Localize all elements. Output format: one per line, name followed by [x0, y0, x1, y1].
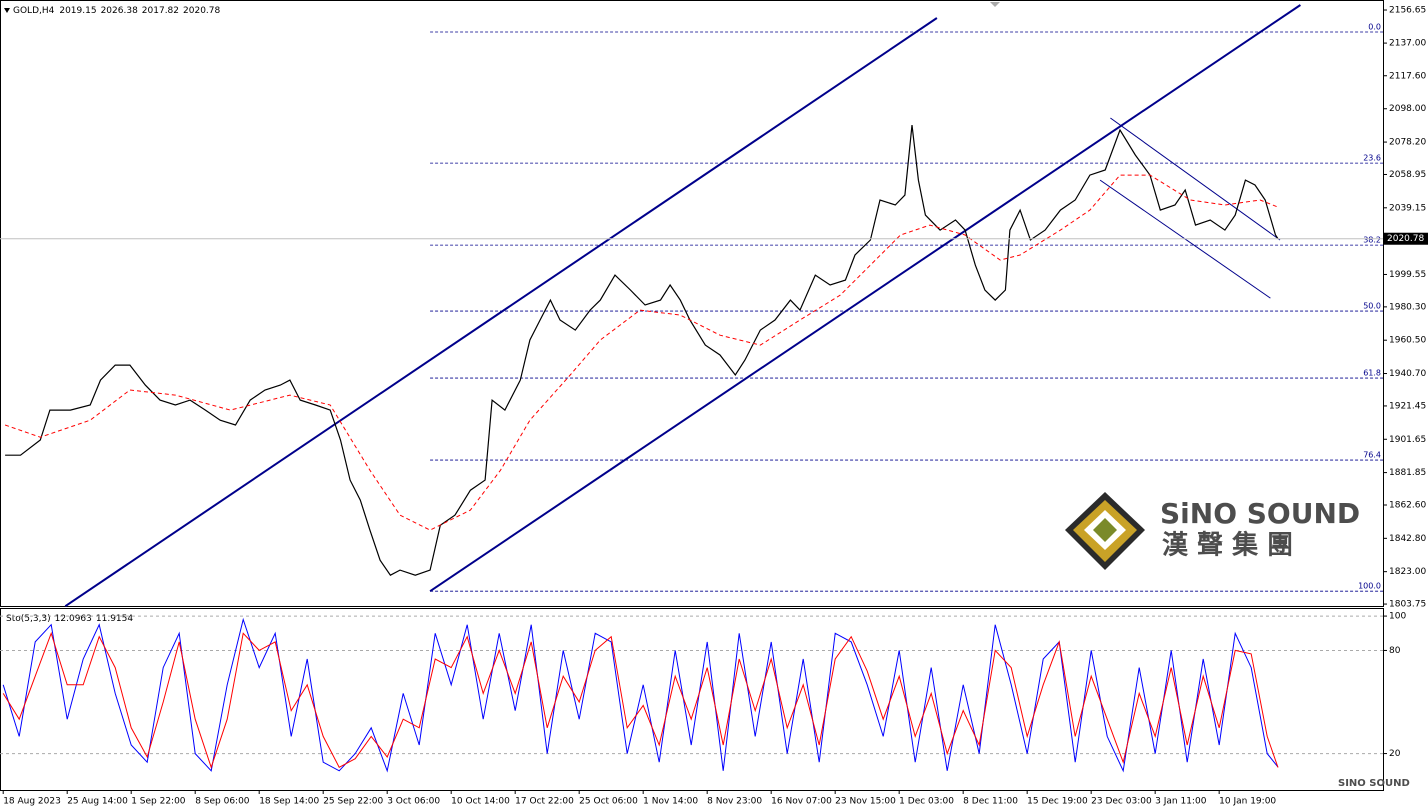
- y-tick-label: 1803.75: [1389, 600, 1426, 610]
- trend-line: [429, 4, 1301, 593]
- y-tick-label: 80: [1389, 646, 1401, 656]
- y-tick-label: 1842.80: [1389, 534, 1426, 544]
- price-panel-frame: [0, 0, 1384, 607]
- x-tick-label: 8 Nov 23:00: [707, 797, 762, 807]
- y-tick-label: 1960.50: [1389, 336, 1426, 346]
- x-tick-label: 25 Aug 14:00: [67, 797, 128, 807]
- x-tick-label: 15 Dec 19:00: [1027, 797, 1088, 807]
- x-tick-label: 16 Nov 07:00: [771, 797, 832, 807]
- oscillator-title: Sto(5,3,3): [6, 614, 51, 624]
- open: 2019.15: [59, 6, 96, 16]
- close: 2020.78: [183, 6, 220, 16]
- x-tick-label: 18 Sep 14:00: [259, 797, 319, 807]
- stochastic-line: [2, 631, 1279, 769]
- y-tick-label: 20: [1389, 749, 1401, 759]
- x-tick-label: 3 Jan 11:00: [1155, 797, 1207, 807]
- x-tick-label: 1 Nov 14:00: [643, 797, 698, 807]
- high: 2026.38: [101, 6, 138, 16]
- moving-average: [4, 174, 1279, 531]
- small-logo: SINO SOUND: [1338, 778, 1410, 789]
- fib-label: 61.8: [1363, 369, 1381, 378]
- y-tick-label: 1940.70: [1389, 369, 1426, 379]
- current-price-box: [1384, 232, 1428, 245]
- x-tick-label: 25 Sep 22:00: [323, 797, 383, 807]
- y-tick-label: 2156.65: [1389, 6, 1426, 16]
- scroll-marker: [990, 2, 1000, 7]
- x-tick-label: 8 Dec 11:00: [963, 797, 1018, 807]
- low: 2017.82: [142, 6, 179, 16]
- x-tick-label: 3 Oct 06:00: [387, 797, 440, 807]
- y-tick-label: 1862.60: [1389, 501, 1426, 511]
- x-tick-label: 10 Jan 19:00: [1219, 797, 1276, 807]
- y-tick-label: 1980.30: [1389, 302, 1426, 312]
- x-tick-label: 8 Sep 06:00: [195, 797, 250, 807]
- y-tick-label: 2058.95: [1389, 170, 1426, 180]
- current-price-label: 2020.78: [1387, 234, 1424, 244]
- oscillator-header: Sto(5,3,3) 12.0963 11.9154: [6, 614, 133, 624]
- x-tick-label: 23 Nov 15:00: [835, 797, 896, 807]
- trend-line: [1110, 117, 1281, 241]
- fib-label: 0.0: [1368, 22, 1381, 31]
- stochastic-line: [2, 617, 1279, 773]
- watermark-name: SiNO SOUND: [1160, 497, 1360, 530]
- y-tick-label: 100: [1389, 612, 1406, 622]
- chart-header: GOLD,H4 2019.15 2026.38 2017.82 2020.78: [13, 6, 221, 16]
- fib-label: 23.6: [1363, 154, 1381, 163]
- x-tick-label: 18 Aug 2023: [3, 797, 61, 807]
- fib-label: 38.2: [1363, 236, 1381, 245]
- watermark-chinese: 漢 聲 集 團: [1162, 530, 1293, 561]
- y-tick-label: 1921.45: [1389, 401, 1426, 411]
- y-tick-label: 2117.60: [1389, 71, 1426, 81]
- symbol: GOLD,H4: [13, 6, 55, 16]
- x-tick-label: 25 Oct 06:00: [579, 797, 638, 807]
- y-tick-label: 2098.00: [1389, 104, 1426, 114]
- y-tick-label: 2137.00: [1389, 39, 1426, 49]
- x-tick-label: 1 Dec 03:00: [899, 797, 954, 807]
- y-tick-label: 2078.20: [1389, 138, 1426, 148]
- y-tick-label: 1823.00: [1389, 567, 1426, 577]
- y-tick-label: 1999.55: [1389, 270, 1426, 280]
- y-tick-label: 2039.15: [1389, 203, 1426, 213]
- x-tick-label: 23 Dec 03:00: [1091, 797, 1152, 807]
- oscillator-panel-frame: [0, 608, 1384, 791]
- y-tick-label: 1901.65: [1389, 435, 1426, 445]
- trend-line: [64, 17, 938, 608]
- x-tick-label: 17 Oct 22:00: [515, 797, 574, 807]
- fib-label: 100.0: [1358, 582, 1381, 591]
- price-line: [5, 125, 1279, 576]
- y-tick-label: 1881.85: [1389, 468, 1426, 478]
- signal-reading: 11.9154: [96, 614, 133, 624]
- fib-label: 76.4: [1363, 451, 1381, 460]
- menu-arrow[interactable]: [4, 8, 10, 13]
- logo: [1065, 492, 1145, 570]
- x-tick-label: 10 Oct 14:00: [451, 797, 510, 807]
- fib-label: 50.0: [1363, 302, 1381, 311]
- x-tick-label: 1 Sep 22:00: [131, 797, 186, 807]
- main-reading: 12.0963: [55, 614, 92, 624]
